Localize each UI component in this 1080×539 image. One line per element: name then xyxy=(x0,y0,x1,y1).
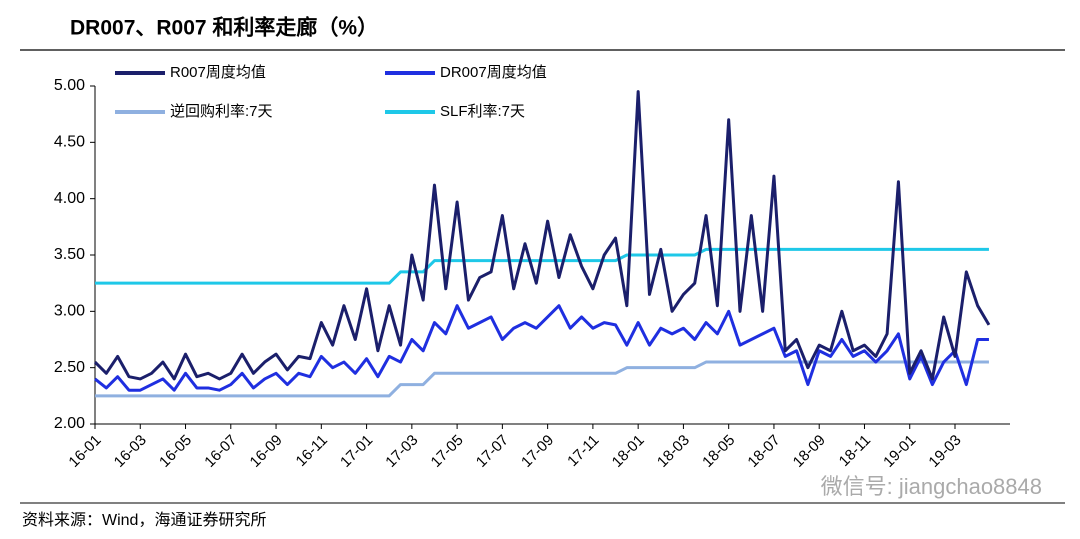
x-tick-label: 19-03 xyxy=(925,432,964,471)
source: 资料来源：Wind，海通证券研究所 xyxy=(22,511,266,529)
y-tick-label: 2.50 xyxy=(54,359,85,376)
x-tick-label: 17-09 xyxy=(518,432,557,471)
x-tick-label: 16-01 xyxy=(65,432,104,471)
x-tick-label: 17-03 xyxy=(382,432,421,471)
y-tick-label: 5.00 xyxy=(54,77,85,94)
x-tick-label: 18-07 xyxy=(744,432,783,471)
series-line xyxy=(95,360,989,398)
y-tick-label: 4.50 xyxy=(54,134,85,151)
x-tick-label: 16-03 xyxy=(111,432,150,471)
x-tick-label: 18-09 xyxy=(790,432,829,471)
legend-label: SLF利率:7天 xyxy=(440,103,525,120)
x-tick-label: 16-05 xyxy=(156,432,195,471)
x-tick-label: 16-07 xyxy=(201,432,240,471)
y-tick-label: 4.00 xyxy=(54,190,85,207)
x-tick-label: 19-01 xyxy=(880,432,919,471)
legend-label: 逆回购利率:7天 xyxy=(170,103,273,120)
x-tick-label: 17-05 xyxy=(428,432,467,471)
y-tick-label: 3.50 xyxy=(54,246,85,263)
x-tick-label: 17-07 xyxy=(473,432,512,471)
series-line xyxy=(95,247,989,285)
legend-label: R007周度均值 xyxy=(170,64,266,81)
series-line xyxy=(93,90,991,381)
y-tick-label: 2.00 xyxy=(54,415,85,432)
series-line xyxy=(94,304,989,392)
x-tick-label: 18-03 xyxy=(654,432,693,471)
x-tick-label: 17-01 xyxy=(337,432,376,471)
watermark: 微信号: jiangchao8848 xyxy=(821,474,1042,499)
x-tick-label: 17-11 xyxy=(564,432,602,470)
y-tick-label: 3.00 xyxy=(54,303,85,320)
x-tick-label: 16-11 xyxy=(293,432,331,470)
x-tick-label: 18-01 xyxy=(609,432,648,471)
x-tick-label: 18-05 xyxy=(699,432,738,471)
chart-title: DR007、R007 和利率走廊（%） xyxy=(70,16,378,40)
legend-label: DR007周度均值 xyxy=(440,64,547,81)
x-tick-label: 18-11 xyxy=(836,432,874,470)
x-tick-label: 16-09 xyxy=(247,432,286,471)
